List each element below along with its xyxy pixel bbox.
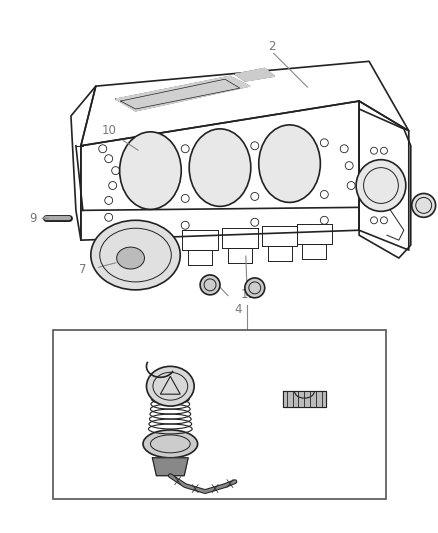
Text: 9: 9 xyxy=(29,212,37,225)
Bar xyxy=(53,329,386,498)
Polygon shape xyxy=(116,76,250,111)
Polygon shape xyxy=(235,68,275,81)
Ellipse shape xyxy=(146,366,194,406)
Circle shape xyxy=(245,278,265,298)
Ellipse shape xyxy=(259,125,320,203)
Text: 12: 12 xyxy=(111,424,126,438)
Text: 4: 4 xyxy=(234,303,242,316)
Ellipse shape xyxy=(117,247,145,269)
Text: 11: 11 xyxy=(240,288,255,301)
Circle shape xyxy=(412,193,436,217)
Text: 13: 13 xyxy=(248,365,263,378)
Text: 3: 3 xyxy=(427,201,434,214)
Ellipse shape xyxy=(120,132,181,209)
Text: 2: 2 xyxy=(268,40,276,53)
Ellipse shape xyxy=(143,430,198,458)
Text: 10: 10 xyxy=(101,124,116,138)
Polygon shape xyxy=(152,458,188,475)
Ellipse shape xyxy=(356,160,406,212)
Ellipse shape xyxy=(189,129,251,206)
Polygon shape xyxy=(283,391,326,407)
Circle shape xyxy=(200,275,220,295)
Ellipse shape xyxy=(91,220,180,290)
Text: 7: 7 xyxy=(79,263,87,277)
